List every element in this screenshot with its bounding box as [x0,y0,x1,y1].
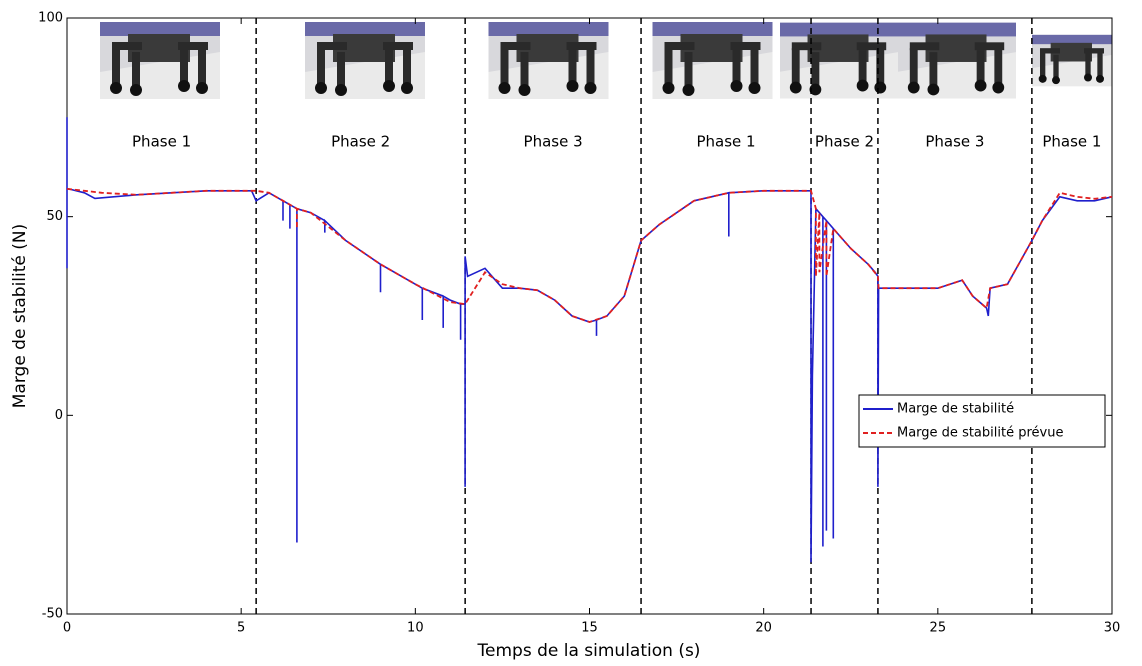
robot-image [780,22,898,99]
x-tick-label: 25 [930,621,947,636]
robot-image [1032,34,1112,87]
robot-image [305,22,425,99]
phase-label: Phase 2 [815,133,874,151]
legend-label: Marge de stabilité prévue [897,426,1063,441]
robot-images [100,22,1112,99]
y-axis-label: Marge de stabilité (N) [10,224,30,409]
x-axis-label: Temps de la simulation (s) [477,641,701,661]
y-tick-label: -50 [42,607,63,622]
x-tick-label: 15 [581,621,598,636]
robot-image [100,22,220,99]
phase-label: Phase 1 [1042,133,1101,151]
robot-image [898,22,1016,99]
phase-label: Phase 3 [524,133,583,151]
robot-image [652,22,773,99]
x-tick-label: 30 [1104,621,1121,636]
y-tick-label: 0 [55,408,63,423]
plot-frame [66,17,1113,615]
x-tick-label: 5 [237,621,245,636]
phase-label: Phase 1 [132,133,191,151]
x-tick-label: 0 [63,621,71,636]
legend-label: Marge de stabilité [897,402,1014,417]
phase-label: Phase 1 [696,133,755,151]
y-tick-label: 50 [46,209,63,224]
series-line [66,117,1113,563]
series-line [66,188,1113,323]
legend-box [858,394,1106,448]
y-tick-label: 100 [38,11,63,26]
phase-label: Phase 2 [331,133,390,151]
phase-label: Phase 3 [925,133,984,151]
x-tick-label: 20 [755,621,772,636]
x-tick-label: 10 [407,621,424,636]
robot-image [488,22,609,99]
